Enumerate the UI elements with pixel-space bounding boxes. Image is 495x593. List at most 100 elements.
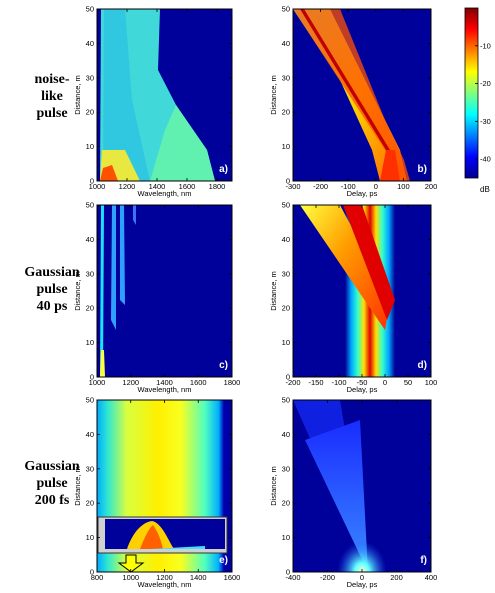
row-label-noise-like-pulse: noise- like pulse (2, 71, 102, 122)
x-tick-label: 1600 (190, 378, 207, 387)
panel-c-heatmap (97, 205, 232, 377)
x-tick-label: -400 (285, 573, 300, 582)
x-tick-label: 1200 (156, 573, 173, 582)
panel-letter: b) (418, 164, 427, 175)
x-tick-label: 400 (425, 573, 438, 582)
y-tick-label: 50 (86, 5, 94, 14)
x-tick-label: 1400 (156, 378, 173, 387)
y-tick-label: 50 (86, 396, 94, 405)
y-tick-label: 10 (282, 338, 290, 347)
y-tick-label: 50 (86, 201, 94, 210)
y-tick-label: 30 (282, 73, 290, 82)
x-tick-label: 50 (404, 378, 412, 387)
x-tick-label: 100 (425, 378, 438, 387)
row-label-line: 40 ps (36, 299, 68, 314)
y-tick-label: 40 (282, 39, 290, 48)
x-tick-label: 200 (425, 182, 438, 191)
y-axis-label: Distance, m (269, 271, 278, 311)
colorbar-tick-label: -20 (480, 79, 491, 88)
colorbar-gradient (464, 7, 479, 179)
row-label-line: pulse (36, 106, 68, 121)
x-tick-label: -200 (313, 182, 328, 191)
x-tick-label: -150 (308, 378, 323, 387)
x-axis-label: Delay, ps (347, 580, 378, 589)
x-tick-label: -200 (320, 573, 335, 582)
x-tick-label: 800 (91, 573, 104, 582)
row-label-line: pulse (36, 282, 68, 297)
panel-a-heatmap (97, 9, 232, 181)
panel-d-axes: -200 -150 -100 -50 0 50 100 0 10 20 30 40 50 Delay, p… (269, 201, 437, 395)
panel-f-axes: -400 -200 0 200 400 0 10 20 30 40 50 Delay, ps Dista… (269, 396, 437, 590)
panel-letter: c) (219, 360, 228, 371)
y-tick-label: 10 (86, 142, 94, 151)
x-tick-label: 1800 (209, 182, 226, 191)
row-label-line: noise- (34, 72, 70, 87)
y-axis-label: Distance, m (73, 75, 82, 115)
y-tick-label: 40 (282, 430, 290, 439)
x-tick-label: 1800 (224, 378, 241, 387)
panel-b-frame (292, 8, 432, 182)
y-tick-label: 30 (282, 464, 290, 473)
panel-letter: d) (418, 360, 427, 371)
x-tick-label: 1600 (224, 573, 241, 582)
row-label-line: Gaussian (24, 265, 80, 280)
y-tick-label: 40 (86, 39, 94, 48)
x-axis-label: Wavelength, nm (138, 189, 192, 198)
y-tick-label: 0 (90, 568, 94, 577)
x-tick-label: 1600 (179, 182, 196, 191)
y-tick-label: 30 (86, 73, 94, 82)
x-tick-label: -300 (285, 182, 300, 191)
y-tick-label: 30 (282, 269, 290, 278)
y-tick-label: 10 (282, 142, 290, 151)
panel-e-axes: 800 1000 1200 1400 1600 0 10 20 30 40 50 Wavelength… (73, 396, 240, 590)
row-label-line: like (41, 89, 63, 104)
y-tick-label: 20 (282, 304, 290, 313)
y-tick-label: 0 (286, 568, 290, 577)
axes-layer: 1000 1200 1400 1600 180001020304050Wavelengt… (73, 5, 437, 590)
x-tick-label: 100 (397, 182, 410, 191)
panel-c-axes: 1000 1200 1400 1600 1800 0 10 20 30 40 50 Wavelengt… (73, 201, 240, 395)
panel-d-heatmap (293, 205, 431, 377)
y-tick-label: 10 (86, 533, 94, 542)
y-tick-label: 40 (282, 235, 290, 244)
x-tick-label: 0 (383, 378, 387, 387)
panel-b-axes: -300 -200 -100 0 100 200 0 10 20 30 40 50 Delay, ps D… (269, 5, 437, 199)
panel-f-heatmap (293, 400, 431, 572)
y-tick-label: 20 (282, 108, 290, 117)
x-tick-label: 1000 (89, 182, 106, 191)
x-tick-label: 0 (374, 182, 378, 191)
y-axis-label: Distance, m (73, 271, 82, 311)
y-tick-label: 30 (86, 269, 94, 278)
row-label-gaussian-40ps: Gaussian pulse 40 ps (2, 264, 102, 315)
y-tick-label: 0 (286, 373, 290, 382)
y-tick-label: 20 (86, 499, 94, 508)
y-axis-label: Distance, m (269, 75, 278, 115)
panel-letter: e) (219, 555, 228, 566)
x-tick-label: 1000 (89, 378, 106, 387)
colorbar-tick-label: -40 (480, 155, 491, 164)
panel-e-inset (97, 516, 228, 554)
row-label-line: 200 fs (34, 493, 70, 508)
y-tick-label: 10 (86, 338, 94, 347)
colorbar-tick-label: -30 (480, 117, 491, 126)
colorbar-tick-label: -10 (480, 41, 491, 50)
panel-letter: a) (219, 164, 228, 175)
y-tick-label: 30 (86, 464, 94, 473)
y-tick-label: 50 (282, 396, 290, 405)
y-tick-label: 40 (86, 235, 94, 244)
y-tick-label: 10 (282, 533, 290, 542)
panel-b-heatmap (293, 9, 431, 181)
row-label-line: pulse (36, 476, 68, 491)
y-axis-label: Distance, m (73, 466, 82, 506)
panel-e-arrow (117, 554, 145, 573)
x-tick-label: 1000 (122, 573, 139, 582)
x-tick-label: -100 (341, 182, 356, 191)
x-tick-label: 1200 (122, 378, 139, 387)
row-label-gaussian-200fs: Gaussian pulse 200 fs (2, 458, 102, 509)
colorbar-ticks: -10 -20 -30 -40 (475, 41, 491, 164)
x-tick-label: 1400 (149, 182, 166, 191)
x-tick-label: 0 (360, 573, 364, 582)
x-tick-label: 1400 (190, 573, 207, 582)
y-tick-label: 50 (282, 201, 290, 210)
